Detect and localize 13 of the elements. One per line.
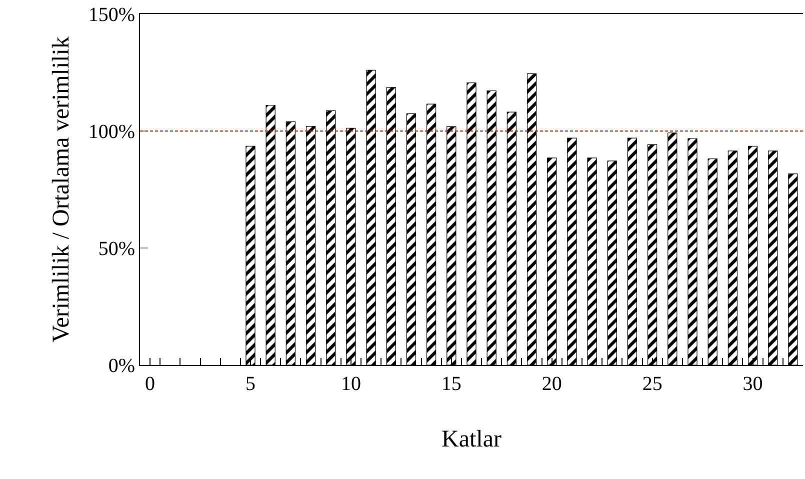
x-tick-label: 20 [542,373,562,395]
x-tick-label: 25 [642,373,662,395]
x-axis-title: Katlar [442,426,502,452]
x-tick-label: 15 [441,373,462,395]
y-axis-title: Verimlilik / Ortalama verimlilik [48,36,74,342]
y-tick-label: 100% [88,121,135,143]
y-tick-label: 50% [98,238,135,260]
x-tick-label: 10 [340,373,361,395]
x-tick-label: 5 [246,373,256,395]
y-tick-label: 150% [88,4,135,26]
x-tick-label: 0 [145,373,156,395]
y-tick-label: 0% [108,355,135,377]
x-tick-label: 30 [742,373,763,395]
